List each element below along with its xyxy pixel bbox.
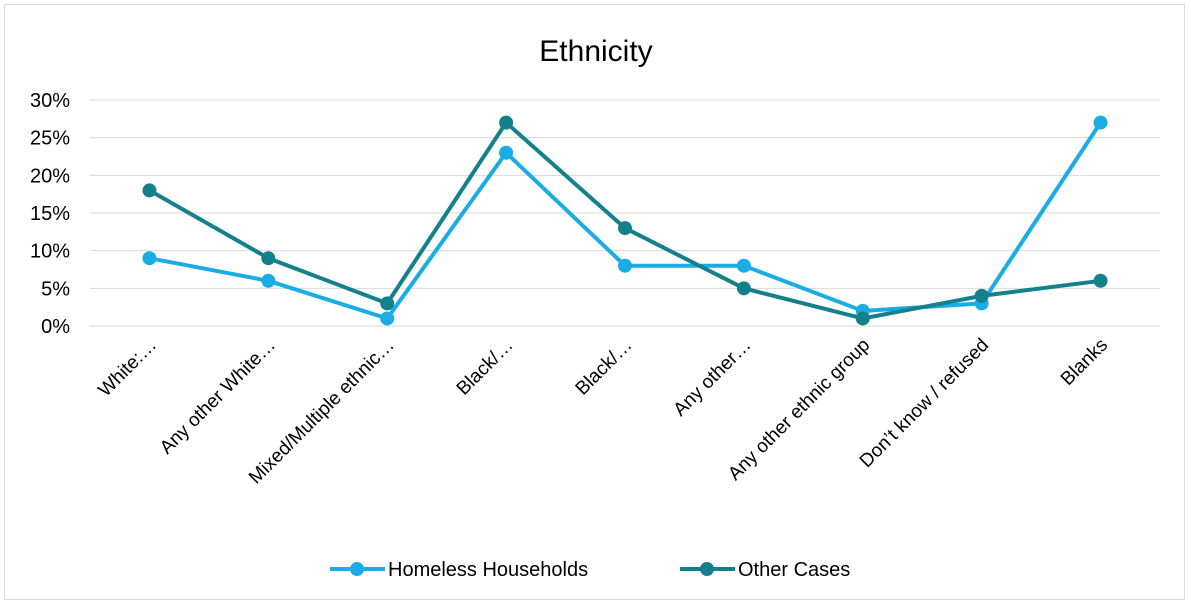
data-point (142, 251, 157, 266)
legend-label: Other Cases (738, 559, 850, 581)
y-tick-label: 5% (41, 278, 70, 300)
legend-label: Homeless Households (388, 559, 588, 581)
data-point (499, 145, 514, 160)
y-tick-label: 25% (30, 128, 70, 150)
data-point (618, 258, 632, 273)
legend-item: Homeless Households (330, 559, 588, 581)
data-point (1093, 273, 1108, 288)
y-tick-label: 20% (30, 165, 70, 187)
x-category-label: Black/… (572, 335, 637, 400)
chart-title: Ethnicity (539, 35, 652, 68)
legend-item: Other Cases (680, 559, 850, 581)
series-line (149, 121, 1103, 321)
x-category-label: Don’t know / refused (856, 335, 993, 472)
x-category-label: White:… (95, 335, 161, 401)
gridlines (90, 99, 1160, 327)
y-axis-ticks: 0% 5% 10% 15% 20% 25% 30% (30, 90, 70, 338)
data-point (499, 115, 514, 130)
legend-marker (700, 562, 714, 576)
data-point (142, 183, 157, 198)
data-point (1093, 115, 1108, 130)
series-homeless-households (142, 115, 1108, 326)
legend: Homeless Households Other Cases (330, 559, 850, 581)
y-tick-label: 10% (30, 241, 70, 263)
data-point (261, 273, 276, 288)
x-category-label: Black/… (453, 335, 518, 400)
data-point (618, 221, 632, 236)
series-other-cases (142, 115, 1108, 326)
x-category-label: Blanks (1057, 335, 1112, 390)
y-tick-label: 15% (30, 203, 70, 225)
data-point (736, 281, 751, 296)
data-point (380, 311, 395, 326)
y-tick-label: 30% (30, 90, 70, 112)
legend-marker (350, 562, 364, 576)
y-tick-label: 0% (41, 316, 70, 338)
x-category-label: Any other… (670, 335, 756, 421)
series-group (142, 115, 1108, 326)
data-point (380, 296, 395, 311)
data-point (261, 251, 276, 266)
x-axis-categories: White:…Any other White…Mixed/Multiple et… (95, 335, 1112, 489)
data-point (974, 288, 989, 303)
x-category-label: Any other White… (156, 335, 280, 459)
data-point (736, 258, 751, 273)
data-point (855, 311, 870, 326)
